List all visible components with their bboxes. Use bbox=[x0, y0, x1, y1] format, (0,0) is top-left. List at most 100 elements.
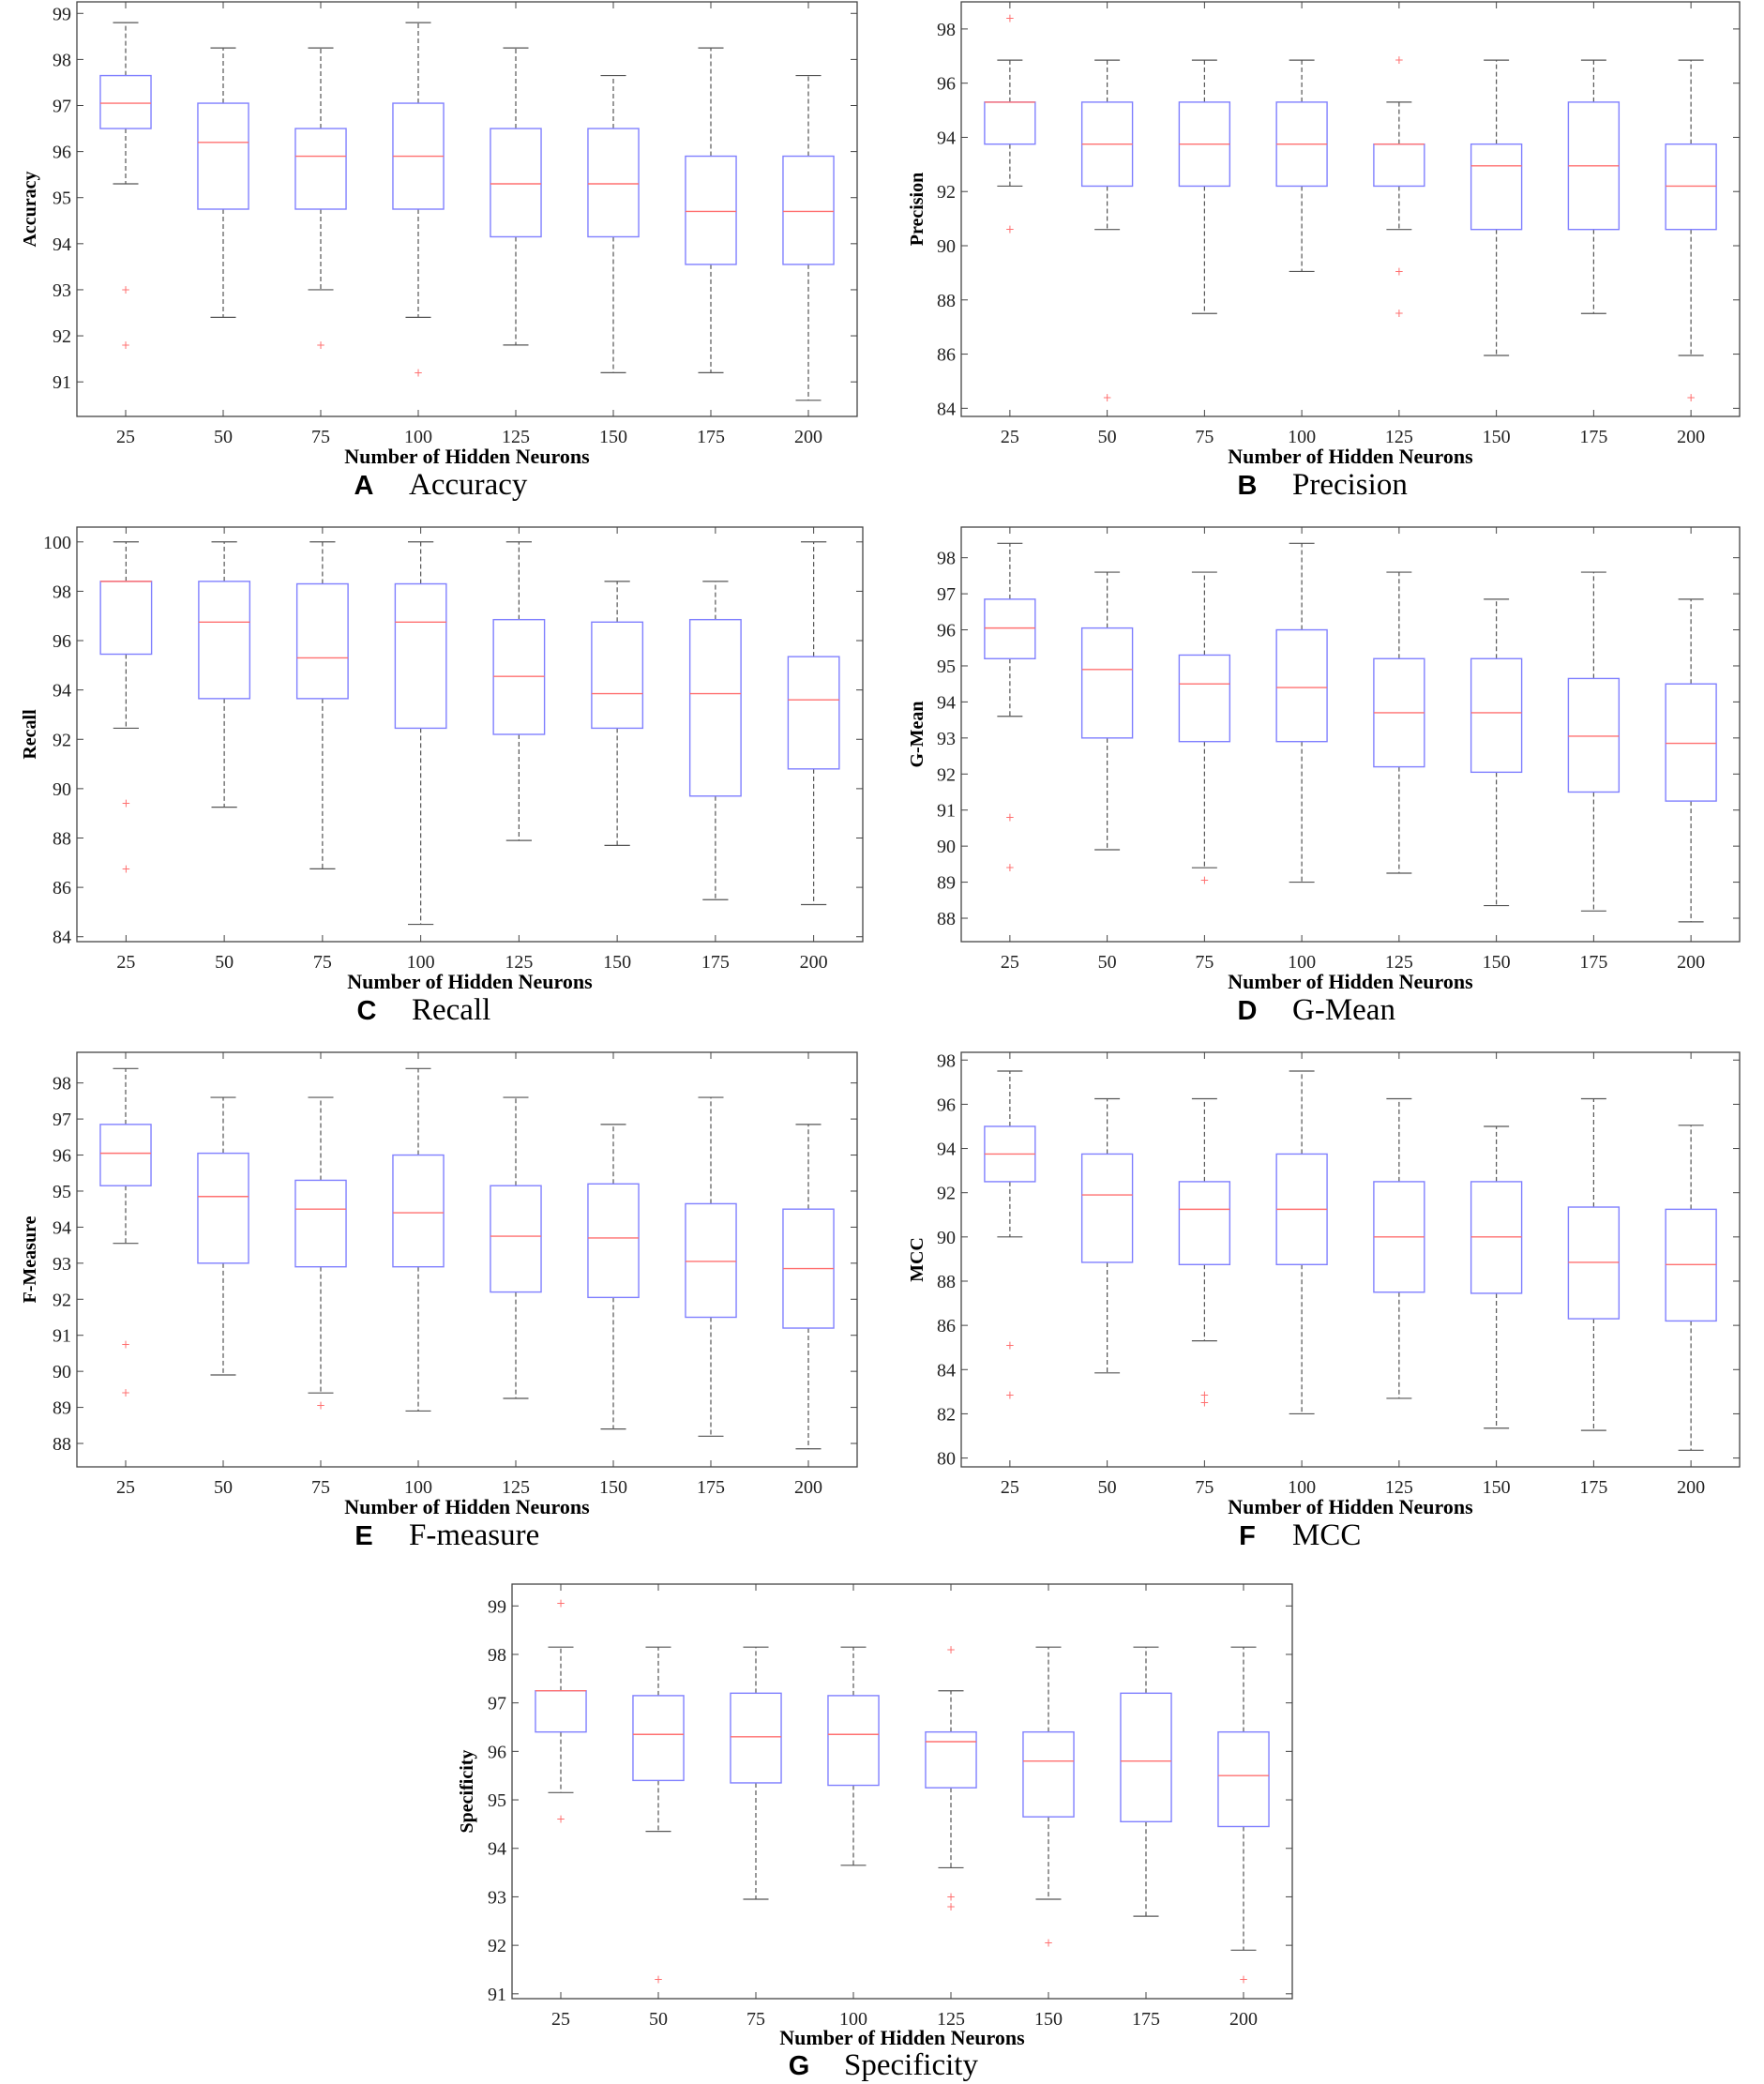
box-100 bbox=[1275, 59, 1328, 273]
y-tick-label: 84 bbox=[53, 928, 71, 948]
x-tick-label: 125 bbox=[1385, 427, 1413, 447]
x-tick-label: 200 bbox=[794, 1477, 822, 1498]
x-tick-label: 200 bbox=[1677, 427, 1705, 447]
box-100 bbox=[1275, 542, 1328, 883]
iqr-box bbox=[827, 1695, 880, 1787]
x-tick-label: 125 bbox=[502, 427, 530, 447]
plot-frame bbox=[960, 1, 1741, 417]
y-tick-label: 94 bbox=[53, 234, 71, 255]
y-tick-label: 96 bbox=[937, 1095, 956, 1115]
y-tick-label: 91 bbox=[488, 1985, 506, 2005]
y-tick-label: 96 bbox=[937, 621, 956, 642]
chart-panel-a: 91 92 93 94 95 96 97 98 99 25 50 75 100 125 150 175 200 +… bbox=[20, 1, 858, 502]
iqr-box bbox=[294, 1179, 347, 1268]
y-axis-label: G-Mean bbox=[907, 701, 927, 767]
y-tick-label: 98 bbox=[53, 581, 71, 602]
iqr-box bbox=[1080, 627, 1134, 739]
x-tick-label: 25 bbox=[1001, 1477, 1019, 1498]
box-150 bbox=[1470, 598, 1523, 907]
plot-frame bbox=[960, 1051, 1741, 1468]
x-tick-label: 200 bbox=[1677, 1477, 1705, 1498]
panel-letter: B bbox=[1238, 471, 1258, 501]
box-25: ++ bbox=[984, 11, 1036, 236]
x-tick-label: 50 bbox=[214, 427, 233, 447]
box-25: ++ bbox=[535, 1597, 587, 1826]
x-tick-label: 25 bbox=[116, 427, 135, 447]
x-tick-label: 150 bbox=[603, 952, 631, 973]
y-tick-label: 82 bbox=[937, 1404, 956, 1425]
y-tick-label: 94 bbox=[53, 681, 71, 702]
x-tick-label: 50 bbox=[215, 952, 234, 973]
y-tick-label: 97 bbox=[53, 97, 71, 117]
x-tick-label: 200 bbox=[1229, 2009, 1258, 2030]
y-tick-label: 88 bbox=[53, 829, 71, 850]
y-tick-label: 91 bbox=[53, 372, 71, 393]
y-tick-label: 98 bbox=[937, 20, 956, 40]
x-tick-label: 25 bbox=[1001, 427, 1019, 447]
outlier-marker: + bbox=[1005, 1338, 1015, 1352]
x-tick-label: 50 bbox=[1098, 952, 1117, 973]
outlier-marker: + bbox=[121, 1337, 130, 1351]
iqr-box bbox=[1567, 677, 1621, 793]
x-tick-label: 100 bbox=[839, 2009, 867, 2030]
iqr-box bbox=[587, 1183, 640, 1299]
outlier-marker: + bbox=[121, 797, 130, 810]
x-tick-label: 75 bbox=[1195, 427, 1214, 447]
box-175 bbox=[1567, 59, 1621, 314]
box-75 bbox=[1178, 59, 1231, 314]
x-tick-label: 75 bbox=[746, 2009, 765, 2030]
box-125 bbox=[1373, 1097, 1425, 1399]
iqr-box bbox=[99, 74, 152, 129]
iqr-box bbox=[1178, 654, 1231, 743]
box-25: ++ bbox=[99, 541, 153, 875]
plot-frame bbox=[76, 1051, 858, 1468]
x-tick-label: 150 bbox=[599, 1477, 627, 1498]
panel-caption: Accuracy bbox=[409, 468, 528, 502]
outlier-marker: + bbox=[556, 1597, 565, 1610]
box-100: + bbox=[392, 22, 445, 379]
y-tick-label: 93 bbox=[53, 280, 71, 301]
box-100 bbox=[1275, 1070, 1328, 1415]
outlier-marker: + bbox=[1005, 11, 1015, 24]
iqr-box bbox=[535, 1690, 587, 1733]
box-150 bbox=[587, 1124, 640, 1430]
iqr-box bbox=[99, 581, 153, 656]
x-tick-label: 50 bbox=[214, 1477, 233, 1498]
box-200: + bbox=[1665, 59, 1717, 404]
y-tick-label: 91 bbox=[53, 1326, 71, 1347]
iqr-box bbox=[984, 101, 1036, 145]
box-150 bbox=[587, 74, 640, 373]
y-tick-label: 98 bbox=[488, 1645, 506, 1666]
outlier-marker: + bbox=[1395, 264, 1404, 278]
outlier-marker: + bbox=[316, 1399, 325, 1412]
y-tick-label: 90 bbox=[53, 779, 71, 800]
x-tick-label: 125 bbox=[937, 2009, 965, 2030]
y-tick-label: 80 bbox=[937, 1449, 956, 1470]
y-tick-label: 86 bbox=[53, 878, 71, 899]
box-125: +++ bbox=[925, 1643, 977, 1913]
x-tick-label: 175 bbox=[1579, 952, 1607, 973]
box-50 bbox=[197, 47, 249, 319]
box-200 bbox=[1665, 1125, 1717, 1451]
y-tick-label: 89 bbox=[53, 1398, 71, 1419]
iqr-box bbox=[197, 1152, 249, 1264]
plot-frame bbox=[76, 526, 864, 943]
outlier-marker: + bbox=[1103, 391, 1112, 404]
box-125 bbox=[1373, 571, 1425, 874]
panel-letter: D bbox=[1238, 996, 1258, 1026]
x-axis-label: Number of Hidden Neurons bbox=[1228, 970, 1473, 993]
x-axis-label: Number of Hidden Neurons bbox=[344, 1495, 590, 1518]
y-tick-label: 92 bbox=[53, 730, 71, 750]
y-tick-label: 92 bbox=[53, 1290, 71, 1310]
box-175 bbox=[688, 581, 742, 900]
y-tick-label: 93 bbox=[488, 1887, 506, 1908]
iqr-box bbox=[685, 1202, 737, 1319]
outlier-marker: + bbox=[1395, 53, 1404, 67]
y-tick-label: 93 bbox=[937, 729, 956, 749]
box-175 bbox=[685, 1096, 737, 1437]
x-tick-label: 150 bbox=[1034, 2009, 1063, 2030]
outlier-marker: + bbox=[121, 339, 130, 352]
y-tick-label: 92 bbox=[488, 1936, 506, 1956]
box-125 bbox=[490, 47, 542, 346]
